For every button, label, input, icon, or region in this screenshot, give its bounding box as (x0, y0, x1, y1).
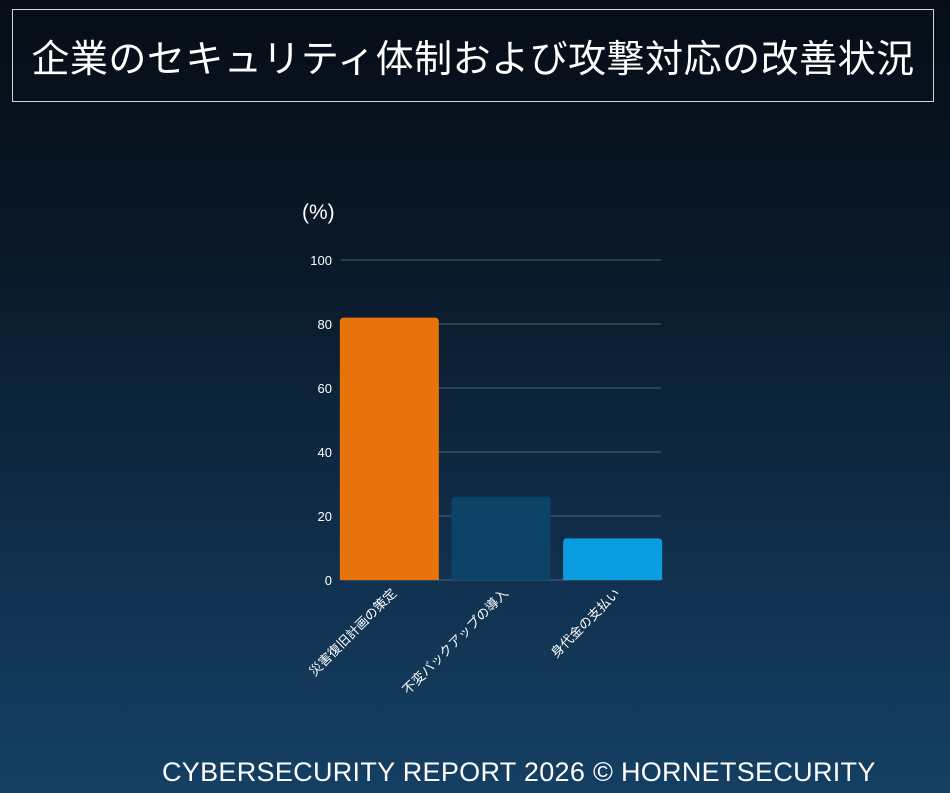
x-axis-labels: 災害復旧計画の策定 不変バックアップの導入 身代金の支払い (306, 586, 623, 698)
bar (563, 538, 663, 580)
y-tick-label: 80 (318, 317, 332, 332)
y-axis-ticks: 0 20 40 60 80 100 (310, 253, 332, 588)
title-box: 企業のセキュリティ体制および攻撃対応の改善状況 (12, 9, 934, 102)
bar (451, 496, 551, 580)
y-tick-label: 0 (325, 573, 332, 588)
x-tick-label: 不変バックアップの導入 (399, 586, 511, 698)
x-tick-label: 災害復旧計画の策定 (306, 586, 400, 680)
footer-credit: CYBERSECURITY REPORT 2026 © HORNETSECURI… (162, 757, 876, 787)
y-tick-label: 60 (318, 381, 332, 396)
bars (339, 317, 663, 580)
y-tick-label: 100 (310, 253, 332, 268)
chart-title: 企業のセキュリティ体制および攻撃対応の改善状況 (31, 37, 915, 81)
x-tick-label: 身代金の支払い (548, 586, 624, 662)
bar (339, 317, 439, 580)
y-tick-label: 40 (318, 445, 332, 460)
y-unit-label: (%) (302, 201, 335, 224)
y-tick-label: 20 (318, 509, 332, 524)
